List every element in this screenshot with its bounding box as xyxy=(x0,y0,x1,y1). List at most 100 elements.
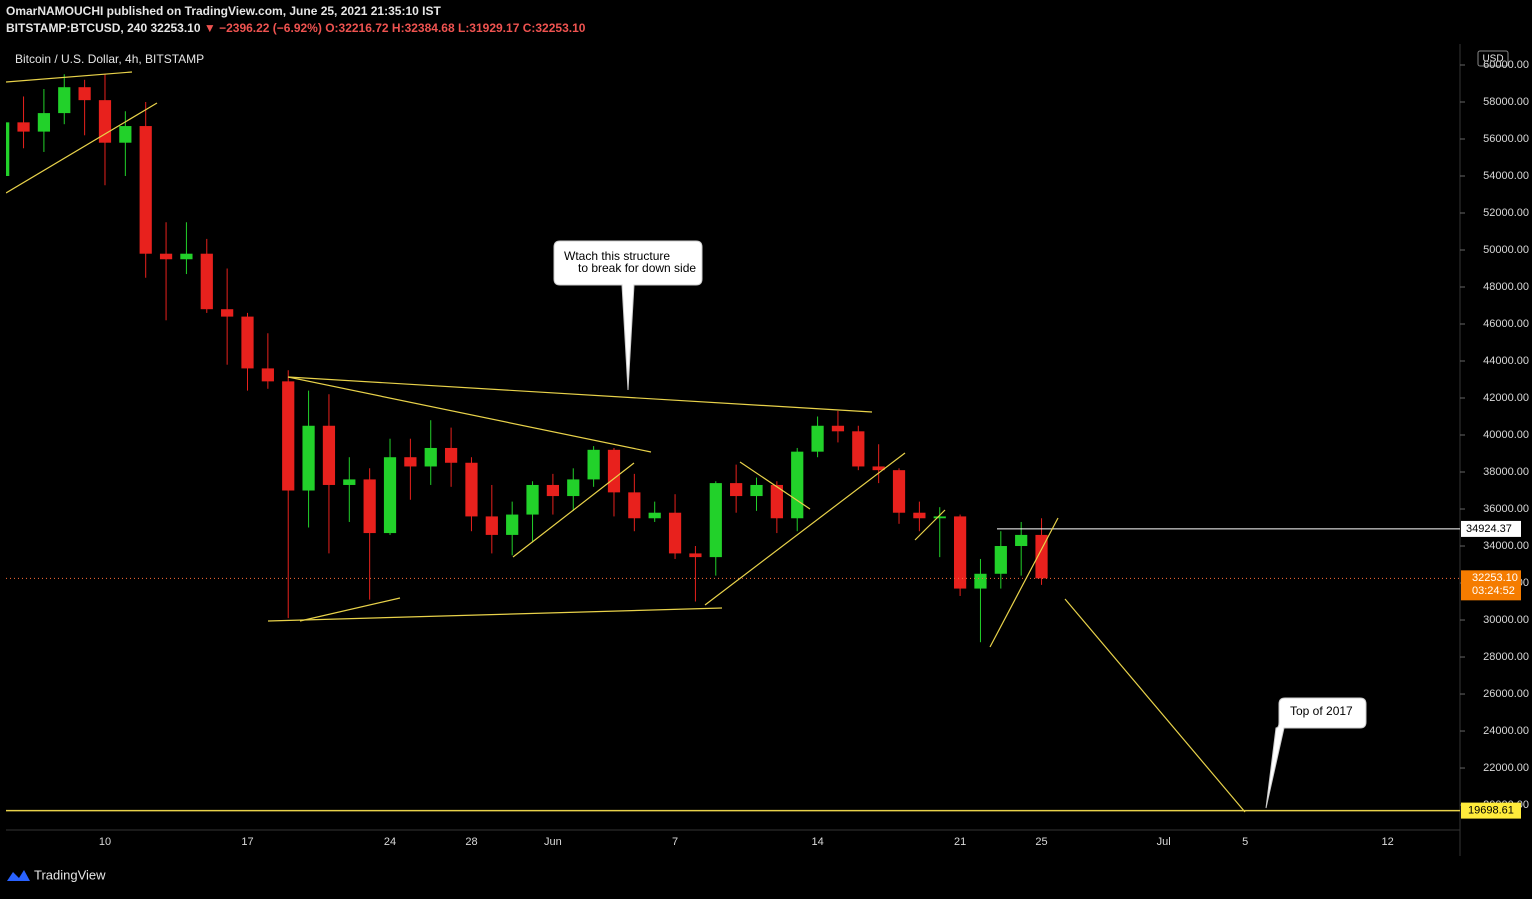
candle-body xyxy=(363,479,376,534)
candle-body xyxy=(852,431,865,467)
candle-body xyxy=(6,122,10,177)
candle-body xyxy=(180,253,193,260)
resistance-box xyxy=(1461,520,1521,537)
candle-body xyxy=(811,425,824,452)
y-tick-label: 54000.00 xyxy=(1483,170,1529,182)
y-tick-label: 24000.00 xyxy=(1483,725,1529,737)
candle-body xyxy=(750,484,763,497)
y-tick-label: 52000.00 xyxy=(1483,207,1529,219)
ohlc-close: C:32253.10 xyxy=(523,21,586,35)
legend-title: Bitcoin / U.S. Dollar, 4h, BITSTAMP xyxy=(15,52,204,66)
change: ▼ −2396.22 (−6.92%) xyxy=(204,21,322,35)
countdown-label: 03:24:52 xyxy=(1472,585,1515,597)
target-label: 19698.61 xyxy=(1468,805,1514,817)
candle-body xyxy=(485,516,498,535)
y-tick-label: 28000.00 xyxy=(1483,651,1529,663)
candle-body xyxy=(546,484,560,497)
currency-label: USD xyxy=(1482,54,1503,65)
candle-body xyxy=(383,457,397,534)
candle-body xyxy=(668,512,682,554)
candle-body xyxy=(78,87,91,101)
callout-text: Top of 2017 xyxy=(1290,704,1353,718)
candle-body xyxy=(465,462,478,517)
ohlc-open: O:32216.72 xyxy=(325,21,389,35)
callout: Wtach this structure to break for down s… xyxy=(553,240,703,391)
y-tick-label: 46000.00 xyxy=(1483,318,1529,330)
candle-body xyxy=(200,253,213,310)
candle-body xyxy=(994,546,1007,574)
candle-body xyxy=(831,425,845,432)
ohlc-low: L:31929.17 xyxy=(458,21,520,35)
x-tick-label: 21 xyxy=(954,836,966,848)
last: 32253.10 xyxy=(150,21,200,35)
y-tick-label: 26000.00 xyxy=(1483,688,1529,700)
candle-body xyxy=(607,449,621,493)
candle-body xyxy=(1035,534,1048,579)
candle-body xyxy=(892,470,906,513)
candle-body xyxy=(424,447,437,467)
y-tick-label: 22000.00 xyxy=(1483,762,1529,774)
target-box xyxy=(1461,802,1521,819)
candle-body xyxy=(872,466,885,471)
candle-body xyxy=(404,457,417,467)
candle-body xyxy=(974,573,987,589)
y-tick-label: 50000.00 xyxy=(1483,244,1529,256)
x-tick-label: Jul xyxy=(1157,836,1171,848)
symbol: BITSTAMP:BTCUSD, 240 xyxy=(6,21,147,35)
brand: TradingView xyxy=(7,867,106,882)
candle-body xyxy=(37,113,51,132)
y-tick-label: 36000.00 xyxy=(1483,503,1529,515)
callout-text: Wtach this structure xyxy=(564,249,670,263)
last-price-label: 32253.10 xyxy=(1472,572,1518,584)
x-tick-label: 17 xyxy=(241,836,253,848)
candle-body xyxy=(1015,534,1028,547)
candle-body xyxy=(159,253,173,260)
y-tick-label: 38000.00 xyxy=(1483,466,1529,478)
candle-body xyxy=(953,516,967,589)
x-tick-label: 5 xyxy=(1242,836,1248,848)
currency-box xyxy=(1477,50,1509,67)
symbol-line: BITSTAMP:BTCUSD, 240 32253.10 ▼ −2396.22… xyxy=(6,21,586,35)
candle-body xyxy=(933,516,946,519)
y-tick-label: 56000.00 xyxy=(1483,133,1529,145)
candle-body xyxy=(241,316,254,369)
grid xyxy=(1460,64,1465,806)
candle-body xyxy=(913,512,926,519)
candle-body xyxy=(628,492,641,519)
candle-body xyxy=(261,368,274,382)
x-tick-label: 25 xyxy=(1035,836,1047,848)
candle-body xyxy=(506,514,519,535)
y-tick-label: 40000.00 xyxy=(1483,429,1529,441)
candle-body xyxy=(322,425,336,485)
candle-body xyxy=(648,512,661,519)
candle-body xyxy=(282,381,295,491)
candle-body xyxy=(58,87,71,114)
x-tick-label: 7 xyxy=(672,836,678,848)
candle-body xyxy=(119,126,132,143)
candle-body xyxy=(343,479,356,485)
x-tick-label: 10 xyxy=(99,836,111,848)
candle-body xyxy=(302,425,315,491)
brand-name: TradingView xyxy=(34,867,106,882)
y-tick-label: 58000.00 xyxy=(1483,96,1529,108)
x-tick-label: Jun xyxy=(544,836,562,848)
y-tick-label: 60000.00 xyxy=(1483,59,1529,71)
candle-body xyxy=(709,483,722,558)
plot xyxy=(6,74,1460,812)
x-tick-label: 24 xyxy=(384,836,396,848)
y-tick-label: 30000.00 xyxy=(1483,614,1529,626)
x-tick-label: 28 xyxy=(465,836,477,848)
candle-body xyxy=(444,447,458,463)
y-tick-label: 48000.00 xyxy=(1483,281,1529,293)
callout-text: to break for down side xyxy=(578,261,696,275)
y-tick-label: 34000.00 xyxy=(1483,540,1529,552)
candle-body xyxy=(791,451,804,519)
candle-body xyxy=(567,479,580,497)
last-price-box xyxy=(1461,570,1521,601)
candle-body xyxy=(587,449,600,480)
trend-lines xyxy=(6,71,1246,813)
y-tick-label: 44000.00 xyxy=(1483,355,1529,367)
